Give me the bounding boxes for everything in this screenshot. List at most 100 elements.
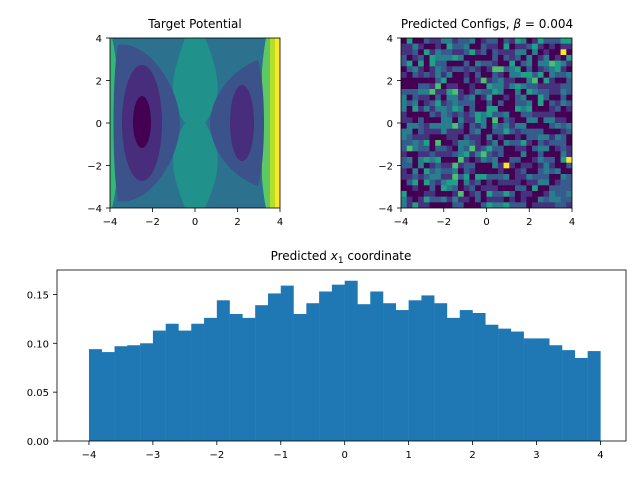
heatmap-cell bbox=[469, 140, 476, 146]
heatmap-cell bbox=[566, 55, 572, 61]
heatmap-cell bbox=[554, 191, 561, 197]
heatmap-cell bbox=[435, 60, 442, 67]
heatmap-cell bbox=[429, 191, 436, 197]
heatmap-cell bbox=[537, 117, 544, 124]
heatmap-cell bbox=[469, 111, 476, 118]
heatmap-cell bbox=[520, 100, 527, 107]
heatmap-cell bbox=[446, 89, 453, 95]
heatmap-cell bbox=[463, 134, 470, 141]
heatmap-cell bbox=[475, 38, 482, 44]
heatmap-cell bbox=[492, 83, 499, 90]
heatmap-cell bbox=[452, 157, 459, 163]
heatmap-cell bbox=[475, 134, 482, 141]
heatmap-cell bbox=[412, 77, 419, 84]
heatmap-cell bbox=[566, 151, 572, 158]
heatmap-cell bbox=[549, 49, 556, 56]
heatmap-cell bbox=[566, 94, 572, 101]
heatmap-cell bbox=[418, 202, 425, 208]
histogram-bar bbox=[498, 328, 512, 441]
heatmap-cell bbox=[423, 168, 430, 175]
heatmap-cell bbox=[509, 49, 516, 56]
heatmap-cell bbox=[515, 191, 521, 197]
heatmap-cell bbox=[560, 83, 567, 90]
heatmap-cell bbox=[509, 145, 516, 152]
heatmap-cell bbox=[543, 77, 550, 84]
heatmap-cell bbox=[566, 179, 572, 186]
heatmap-cell bbox=[480, 196, 487, 203]
heatmap-cell bbox=[566, 128, 572, 135]
heatmap-cell bbox=[560, 168, 567, 175]
heatmap-cell bbox=[446, 55, 453, 61]
heatmap-cell bbox=[458, 94, 464, 101]
heatmap-cell bbox=[492, 140, 499, 146]
heatmap-cell bbox=[480, 77, 487, 84]
heatmap-cell bbox=[458, 83, 464, 90]
heatmap-cell bbox=[526, 94, 533, 101]
heatmap-cell bbox=[412, 128, 419, 135]
heatmap-cell bbox=[480, 89, 487, 95]
heatmap-cell bbox=[509, 77, 516, 84]
heatmap-cell bbox=[475, 89, 482, 95]
heatmap-cell bbox=[440, 77, 447, 84]
histogram-ytick-label: 0.15 bbox=[27, 290, 49, 301]
heatmap-cell bbox=[401, 145, 407, 152]
heatmap-cell bbox=[526, 123, 533, 129]
heatmap-cell bbox=[503, 134, 510, 141]
heatmap-cell bbox=[497, 89, 504, 95]
heatmap-cell bbox=[401, 55, 407, 61]
heatmap-cell bbox=[526, 140, 533, 146]
heatmap-cell bbox=[526, 157, 533, 163]
heatmap-cell bbox=[458, 151, 464, 158]
heatmap-cell bbox=[566, 196, 572, 203]
heatmap-cell bbox=[412, 55, 419, 61]
heatmap-cell bbox=[537, 38, 544, 44]
heatmap-cell bbox=[458, 162, 464, 169]
heatmap-cell bbox=[532, 202, 539, 208]
heatmap-cell bbox=[486, 111, 493, 118]
heatmap-cell bbox=[418, 38, 425, 44]
heatmap-cell bbox=[452, 83, 459, 90]
heatmap-cell bbox=[463, 106, 470, 112]
heatmap-cell bbox=[509, 185, 516, 192]
heatmap-cell bbox=[497, 43, 504, 50]
heatmap-cell bbox=[520, 128, 527, 135]
heatmap-cell bbox=[440, 151, 447, 158]
heatmap-cell bbox=[537, 111, 544, 118]
heatmap-cell bbox=[440, 179, 447, 186]
heatmap-cell bbox=[480, 66, 487, 73]
heatmap-cell bbox=[406, 77, 413, 84]
heatmap-cell bbox=[458, 43, 464, 50]
potential-ytick-label: 4 bbox=[96, 34, 102, 45]
heatmap-cell bbox=[520, 202, 527, 208]
heatmap-cell bbox=[543, 100, 550, 107]
heatmap-cell bbox=[526, 151, 533, 158]
heatmap-cell bbox=[509, 117, 516, 124]
heatmap-cell bbox=[401, 66, 407, 73]
heatmap-cell bbox=[463, 94, 470, 101]
heatmap-cell bbox=[401, 106, 407, 112]
heatmap-cell bbox=[423, 66, 430, 73]
heatmap-cell bbox=[520, 123, 527, 129]
heatmap-cell bbox=[463, 179, 470, 186]
heatmap-cell bbox=[458, 128, 464, 135]
heatmap-cell bbox=[423, 174, 430, 180]
heatmap-cell bbox=[469, 128, 476, 135]
heatmap-cell bbox=[543, 111, 550, 118]
heatmap-cell bbox=[469, 77, 476, 84]
heatmap-cell bbox=[543, 83, 550, 90]
heatmap-cell bbox=[515, 43, 521, 50]
heatmap-cell bbox=[440, 145, 447, 152]
heatmap-cell bbox=[532, 140, 539, 146]
histogram-bar bbox=[446, 317, 460, 441]
heatmap-cell bbox=[418, 60, 425, 67]
heatmap-cell bbox=[418, 89, 425, 95]
configs-xtick-label: 4 bbox=[569, 217, 575, 228]
heatmap-cell bbox=[560, 191, 567, 197]
heatmap-cell bbox=[406, 202, 413, 208]
heatmap-cell bbox=[435, 83, 442, 90]
heatmap-cell bbox=[515, 202, 521, 208]
heatmap-cell bbox=[543, 196, 550, 203]
heatmap-cell bbox=[418, 55, 425, 61]
heatmap-cell bbox=[412, 145, 419, 152]
